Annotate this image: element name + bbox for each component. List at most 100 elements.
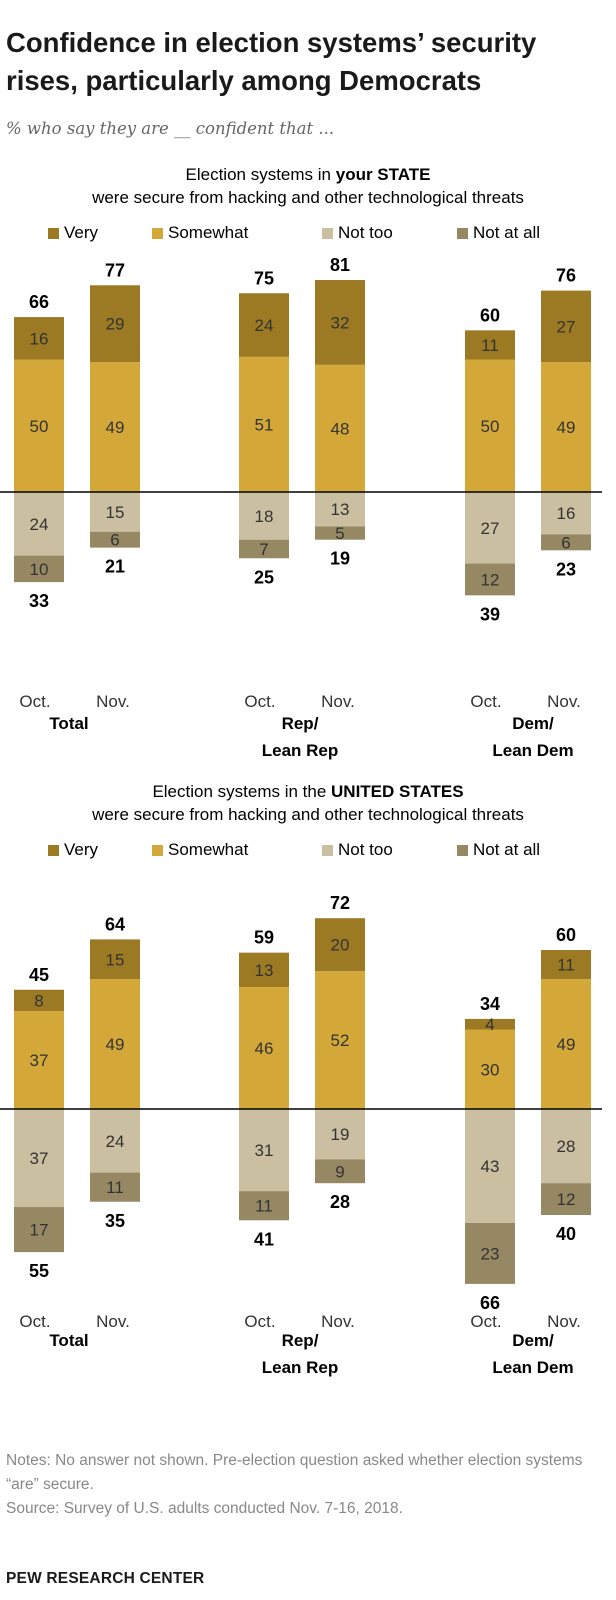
footer-credit: PEW RESEARCH CENTER [6,1570,205,1587]
legend-item-not-at-all: Not at all [457,839,540,861]
segment-label-not-too: 19 [331,1125,350,1144]
panel-title-post: were secure from hacking and other techn… [92,188,524,207]
segment-label-not-too: 16 [557,504,576,523]
bar-segment-not-at-all [315,1159,365,1184]
group-label: Dem/ [512,1331,554,1350]
segment-label-not-at-all: 10 [30,560,49,579]
bar-segment-not-at-all [541,1183,591,1215]
source-text: Source: Survey of U.S. adults conducted … [6,1500,403,1517]
bar-segment-not-at-all [239,1191,289,1221]
total-label-confident: 64 [105,914,125,934]
legend-swatch-very [48,844,59,856]
total-label-not-confident: 25 [254,567,274,587]
bar-segment-not-at-all [14,555,64,583]
chart-us: 37845371755Oct.491564241135Nov.Total4613… [0,893,602,1377]
legend-swatch-very [48,227,59,239]
legend-item-somewhat: Somewhat [152,222,248,244]
bar-segment-not-at-all [14,1207,64,1253]
segment-label-not-at-all: 17 [30,1221,49,1240]
segment-label-somewhat: 50 [30,417,49,436]
segment-label-somewhat: 49 [106,418,125,437]
panel-title-us: Election systems in the UNITED STATES we… [0,780,616,826]
legend-label: Very [64,223,99,242]
bar-segment-not-too [315,492,365,527]
group-label: Lean Dem [492,741,573,760]
bar-segment-very [90,285,140,363]
bar-segment-not-at-all [541,534,591,551]
total-label-confident: 59 [254,928,274,948]
bar-segment-very [14,989,64,1011]
bar-segment-very [465,330,515,360]
legend: Very Somewhat Not too Not at all [0,839,616,861]
legend-item-somewhat: Somewhat [152,839,248,861]
segment-label-not-at-all: 11 [255,1197,273,1216]
legend-swatch-somewhat [152,844,163,856]
bar-segment-very [465,1018,515,1030]
bar-segment-somewhat [315,364,365,492]
bar-segment-very [14,317,64,360]
segment-label-very: 20 [331,936,350,955]
total-label-not-confident: 55 [29,1261,49,1281]
group-label: Total [49,1331,88,1350]
bar-segment-not-too [315,1109,365,1160]
period-label: Oct. [244,692,275,711]
segment-label-not-too: 37 [30,1149,49,1168]
segment-label-very: 11 [557,956,575,975]
segment-label-somewhat: 30 [481,1060,500,1079]
bar-segment-somewhat [14,1010,64,1109]
group-label: Lean Rep [262,1358,339,1377]
segment-label-not-at-all: 5 [335,524,344,543]
bar-segment-not-too [541,492,591,535]
segment-label-somewhat: 51 [255,415,274,434]
total-label-confident: 81 [330,255,350,275]
segment-label-not-too: 31 [255,1141,274,1160]
legend-swatch-not-too [322,844,333,856]
segment-label-not-at-all: 6 [561,533,570,552]
period-label: Oct. [19,1312,50,1331]
period-label: Nov. [547,1312,581,1331]
chart-title: Confidence in election systems’ security… [6,27,537,96]
segment-label-very: 16 [30,329,49,348]
segment-label-somewhat: 49 [557,418,576,437]
group-label: Lean Rep [262,741,339,760]
legend-swatch-not-at-all [457,844,468,856]
segment-label-not-at-all: 12 [557,1190,576,1209]
total-label-not-confident: 19 [330,549,350,569]
legend-item-very: Very [48,222,98,244]
total-label-not-confident: 23 [556,559,576,579]
bar-segment-very [315,280,365,365]
segment-label-not-too: 24 [30,515,49,534]
total-label-confident: 60 [556,925,576,945]
bar-segment-not-at-all [465,563,515,596]
bar-segment-not-at-all [465,1222,515,1284]
segment-label-somewhat: 37 [30,1051,49,1070]
panel-title-pre: Election systems in the [152,782,332,801]
segment-label-very: 24 [255,316,274,335]
segment-label-very: 8 [34,991,43,1010]
group-label: Lean Dem [492,1358,573,1377]
panel-title-bold: your STATE [335,165,431,184]
legend-item-not-too: Not too [322,222,393,244]
bar-segment-not-too [541,1109,591,1184]
bar-segment-somewhat [239,987,289,1109]
legend-label: Not at all [473,223,541,242]
legend-item-very: Very [48,839,98,861]
segment-label-very: 15 [106,950,125,969]
segment-label-very: 13 [255,961,274,980]
legend: Very Somewhat Not too Not at all [0,222,616,244]
segment-label-not-at-all: 11 [106,1178,124,1197]
notes: Notes: No answer not shown. Pre-election… [6,1449,610,1521]
segment-label-not-too: 43 [481,1157,500,1176]
bar-segment-not-at-all [239,539,289,559]
bar-segment-very [541,290,591,363]
bar-segment-very [541,950,591,980]
chart-state: 501666241033Oct.49297715621Nov.Total5124… [0,255,602,760]
period-label: Oct. [470,692,501,711]
panel-title-post: were secure from hacking and other techn… [92,805,524,824]
segment-label-not-too: 24 [106,1132,125,1151]
total-label-confident: 76 [556,266,576,286]
segment-label-somewhat: 48 [331,419,350,438]
legend-label: Not too [338,223,393,242]
bar-segment-not-too [465,492,515,564]
period-label: Nov. [96,692,130,711]
